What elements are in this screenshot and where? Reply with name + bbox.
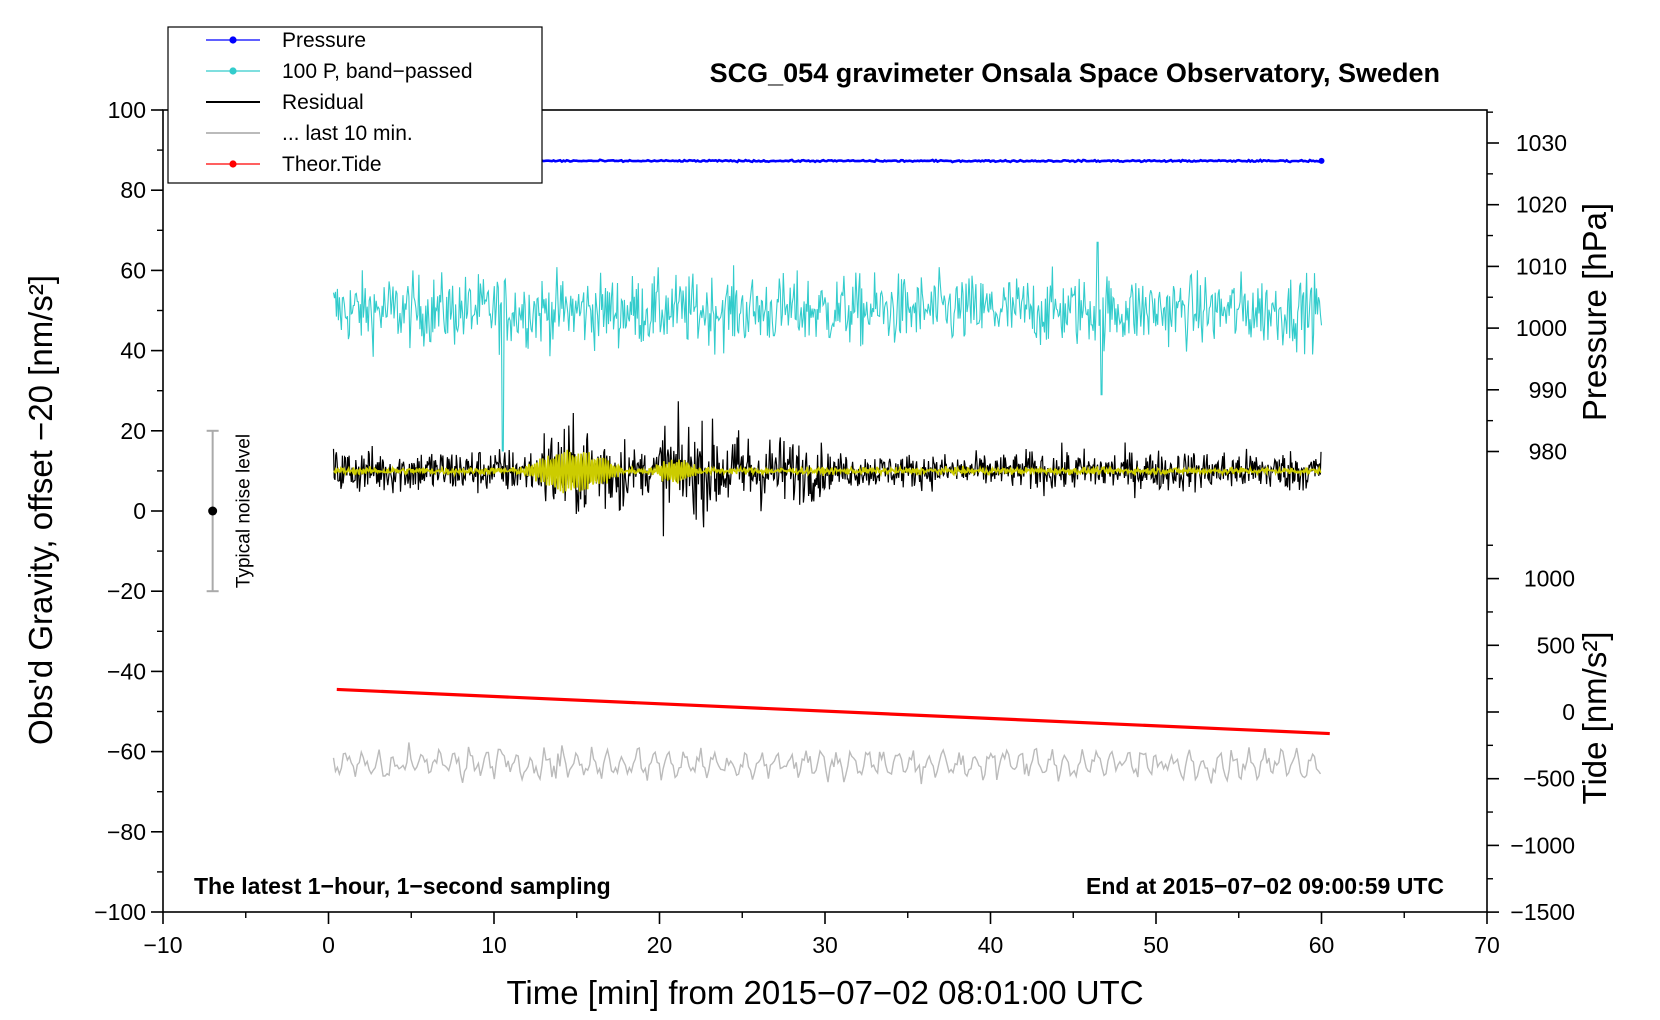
pressure-tick-label: 1030 xyxy=(1516,130,1567,156)
pressure-tick-label: 990 xyxy=(1529,377,1567,403)
noise-bar: Typical noise level xyxy=(206,429,255,593)
x-tick-label: 30 xyxy=(812,932,838,958)
x-tick-label: 10 xyxy=(481,932,507,958)
x-tick-label: 60 xyxy=(1309,932,1335,958)
legend-marker xyxy=(229,36,237,44)
legend-marker xyxy=(229,160,237,168)
x-axis-title: Time [min] from 2015−07−02 08:01:00 UTC xyxy=(506,974,1143,1011)
tide-tick-label: 1000 xyxy=(1524,566,1575,592)
y-tick-label-left: −80 xyxy=(107,819,146,845)
pressure-end-marker xyxy=(1318,157,1325,164)
x-tick-label: 50 xyxy=(1143,932,1169,958)
legend-label: ... last 10 min. xyxy=(282,122,413,145)
x-tick-label: −10 xyxy=(143,932,182,958)
series-residual xyxy=(332,401,1322,537)
plot-frame xyxy=(162,109,1488,913)
series-layer xyxy=(332,157,1330,785)
series-last-10-min xyxy=(332,742,1322,785)
legend-label: Pressure xyxy=(282,29,366,52)
x-tick-label: 20 xyxy=(647,932,673,958)
pressure-tick-label: 1010 xyxy=(1516,253,1567,279)
y-tick-label-left: −60 xyxy=(107,739,146,765)
x-tick-label: 40 xyxy=(978,932,1004,958)
x-tick-label: 70 xyxy=(1474,932,1500,958)
noise-bar-label: Typical noise level xyxy=(234,434,255,588)
pressure-tick-label: 980 xyxy=(1529,439,1567,465)
y-tick-label-left: 60 xyxy=(120,257,146,283)
tide-tick-label: 500 xyxy=(1537,632,1575,658)
annotation-end-time: End at 2015−07−02 09:00:59 UTC xyxy=(1086,873,1444,899)
y-tick-label-left: 40 xyxy=(120,338,146,364)
series-theoretical-tide xyxy=(336,687,1330,736)
series-band-passed-pressure xyxy=(332,241,1323,452)
tide-tick-label: −500 xyxy=(1523,766,1575,792)
chart-title: SCG_054 gravimeter Onsala Space Observat… xyxy=(710,58,1440,88)
tide-tick-label: −1000 xyxy=(1510,832,1575,858)
axes: −10 0 10 20 30 40 50 60 70−100−80−60−40−20020406… xyxy=(94,97,1575,958)
y-tick-label-left: 20 xyxy=(120,418,146,444)
y-tick-label-left: 0 xyxy=(133,498,146,524)
annotation-sampling: The latest 1−hour, 1−second sampling xyxy=(194,873,611,899)
y-tick-label-left: 100 xyxy=(108,97,146,123)
series-residual-filtered xyxy=(333,449,1322,494)
y-axis-title-pressure: Pressure [hPa] xyxy=(1576,203,1613,421)
pressure-tick-label: 1020 xyxy=(1516,192,1567,218)
tide-tick-label: −1500 xyxy=(1510,899,1575,925)
y-tick-label-left: −20 xyxy=(107,578,146,604)
legend-label: 100 P, band−passed xyxy=(282,60,473,83)
legend-marker xyxy=(229,67,237,75)
x-tick-label: 0 xyxy=(322,932,335,958)
noise-bar-center xyxy=(208,506,218,516)
legend-label: Residual xyxy=(282,91,364,114)
y-tick-label-left: −40 xyxy=(107,658,146,684)
y-tick-label-left: 80 xyxy=(120,177,146,203)
legend-box xyxy=(167,26,543,184)
y-axis-title-tide: Tide [nm/s²] xyxy=(1576,632,1613,805)
legend: Pressure 100 P, band−passed Residual ... la… xyxy=(167,26,543,184)
legend-label: Theor.Tide xyxy=(282,153,382,176)
y-axis-title-left: Obs'd Gravity, offset −20 [nm/s²] xyxy=(22,275,59,745)
pressure-tick-label: 1000 xyxy=(1516,315,1567,341)
y-tick-label-left: −100 xyxy=(94,899,146,925)
legend-items: Pressure 100 P, band−passed Residual ... la… xyxy=(206,29,473,176)
tide-tick-label: 0 xyxy=(1562,699,1575,725)
